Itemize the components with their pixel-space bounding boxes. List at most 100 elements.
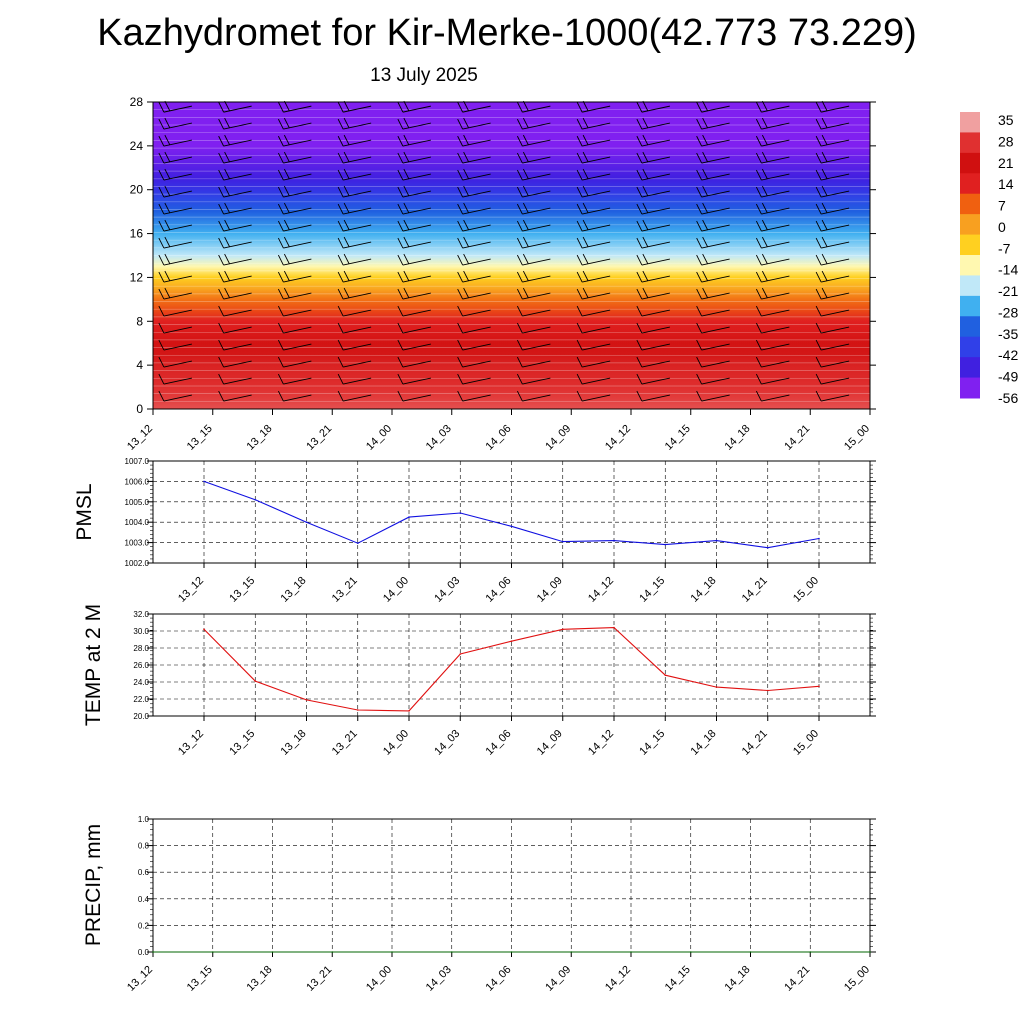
data-point xyxy=(613,539,615,542)
data-point xyxy=(331,951,334,953)
wind-barb xyxy=(337,305,372,317)
wind-barb xyxy=(696,236,730,249)
colorbar-swatch xyxy=(960,377,980,399)
wind-barb xyxy=(397,185,431,198)
wind-barb xyxy=(516,287,551,300)
y-tick-label: 0.6 xyxy=(138,868,150,877)
wind-barb xyxy=(516,100,551,113)
wind-barb xyxy=(755,339,790,351)
x-tick-label: 14_15 xyxy=(663,964,693,994)
wind-barb xyxy=(516,219,551,232)
x-tick-label: 14_06 xyxy=(484,728,514,758)
x-tick-label: 13_15 xyxy=(185,964,215,994)
colorbar-swatch xyxy=(960,132,980,154)
wind-barb xyxy=(218,219,252,232)
wind-barb xyxy=(696,100,730,113)
wind-barb xyxy=(397,168,431,181)
colorbar-label: 14 xyxy=(998,176,1014,192)
wind-barb xyxy=(158,322,192,334)
x-tick-label: 14_12 xyxy=(586,728,616,758)
chart-title: Kazhydromet for Kir-Merke-1000(42.773 73… xyxy=(97,12,917,54)
data-point xyxy=(305,521,308,523)
wind-barb xyxy=(755,305,790,317)
wind-barb xyxy=(755,168,790,181)
wind-barb xyxy=(516,202,551,215)
data-point xyxy=(510,640,513,642)
y-tick-label: 28.0 xyxy=(133,644,149,653)
wind-barb xyxy=(457,117,491,130)
x-tick-label: 14_00 xyxy=(381,575,411,605)
wind-barb xyxy=(457,134,491,147)
wind-barb xyxy=(636,390,670,402)
wind-barb xyxy=(397,305,431,317)
x-tick-label: 14_18 xyxy=(689,728,719,758)
data-point xyxy=(767,546,769,549)
wind-barb xyxy=(158,270,192,283)
data-point xyxy=(869,951,871,953)
wind-barb xyxy=(815,287,850,300)
wind-barb xyxy=(755,373,790,385)
wind-barb xyxy=(218,168,252,181)
wind-barb xyxy=(337,151,372,164)
data-point xyxy=(690,951,692,953)
y-tick-label: 28 xyxy=(130,95,144,109)
wind-barb xyxy=(815,117,850,130)
x-tick-label: 14_15 xyxy=(637,728,667,758)
y-tick-label: 1004.0 xyxy=(125,518,150,527)
colorbar-label: -14 xyxy=(998,262,1018,278)
wind-barb xyxy=(397,134,431,147)
data-point xyxy=(254,680,257,682)
wind-barb xyxy=(218,253,252,266)
wind-barb xyxy=(277,117,312,130)
wind-barb xyxy=(636,185,670,198)
y-axis-label: PRECIP, mm xyxy=(82,824,105,946)
wind-barb xyxy=(277,168,312,181)
wind-barb xyxy=(755,356,790,368)
wind-barb xyxy=(218,117,252,130)
y-tick-label: 0.8 xyxy=(138,842,150,851)
x-tick-label: 14_03 xyxy=(424,423,454,453)
wind-barb xyxy=(815,373,850,385)
wind-barb xyxy=(337,202,372,215)
wind-barb xyxy=(397,390,431,402)
data-point xyxy=(451,951,453,953)
data-point xyxy=(152,951,154,953)
panel-2: 20.0 22.0 24.0 26.0 28.0 30.0 32.0 13_12 13_15 13… xyxy=(82,604,876,758)
wind-barb xyxy=(576,168,611,181)
wind-barb xyxy=(636,151,670,164)
wind-barb xyxy=(158,373,192,385)
wind-barb xyxy=(158,117,192,130)
wind-barb xyxy=(636,322,670,334)
wind-barb xyxy=(277,287,312,300)
wind-barb xyxy=(337,390,372,402)
data-point xyxy=(305,699,308,701)
x-tick-label: 14_15 xyxy=(663,423,693,453)
x-tick-label: 14_06 xyxy=(484,423,514,453)
wind-barb xyxy=(755,219,790,232)
wind-barb xyxy=(397,270,431,283)
data-point xyxy=(203,480,205,483)
data-point xyxy=(818,537,820,540)
data-point xyxy=(570,951,573,953)
wind-barb xyxy=(158,287,192,300)
wind-barb xyxy=(696,390,730,402)
x-tick-label: 13_12 xyxy=(176,728,206,758)
x-tick-label: 13_12 xyxy=(176,575,206,605)
wind-barb xyxy=(516,373,551,385)
colorbar-label: 7 xyxy=(998,198,1006,214)
data-point xyxy=(749,951,752,953)
wind-barb xyxy=(397,236,431,249)
wind-barb xyxy=(158,100,192,113)
x-tick-label: 13_15 xyxy=(185,423,215,453)
x-tick-label: 14_00 xyxy=(381,728,411,758)
colorbar-swatch xyxy=(960,234,980,256)
wind-barb xyxy=(457,305,491,317)
data-point xyxy=(510,525,513,528)
wind-barb xyxy=(218,151,252,164)
colorbar-label: -28 xyxy=(998,304,1018,320)
x-tick-label: 14_03 xyxy=(432,575,462,605)
wind-barb xyxy=(158,202,192,215)
y-tick-label: 0.4 xyxy=(138,895,150,904)
wind-barb xyxy=(397,202,431,215)
